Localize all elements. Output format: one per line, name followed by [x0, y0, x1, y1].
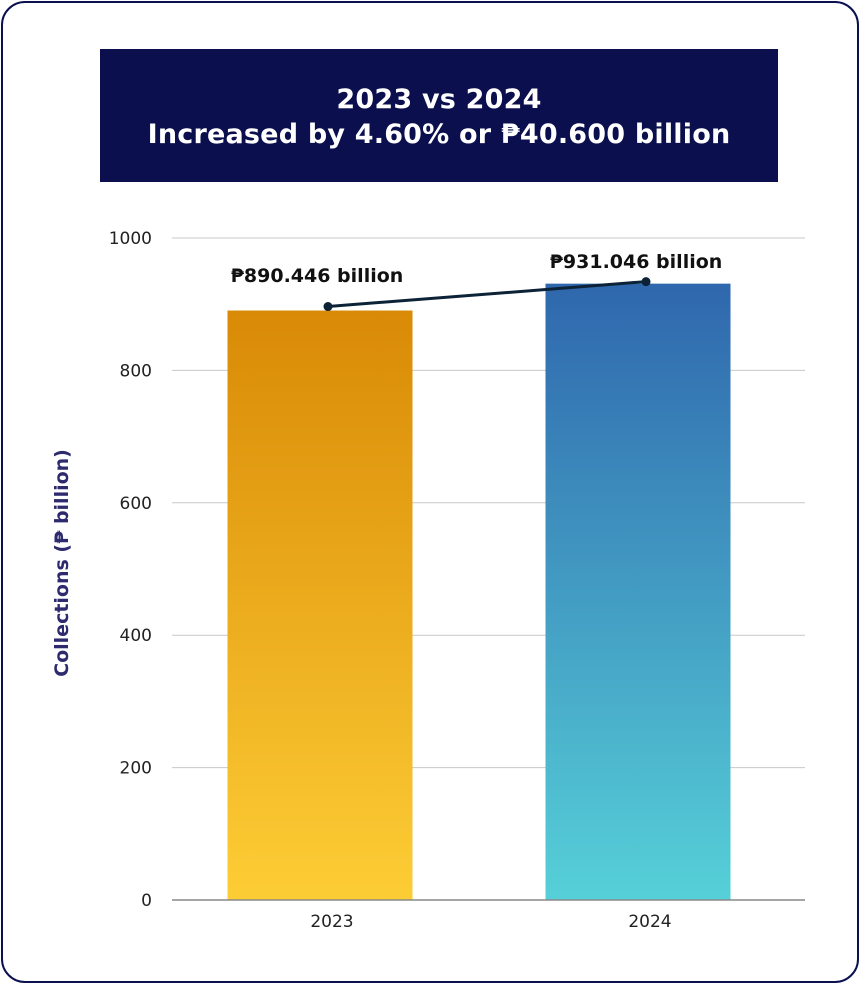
chart-title-banner: 2023 vs 2024 Increased by 4.60% or ₱40.6… [100, 49, 778, 182]
bar-2023 [227, 310, 413, 900]
x-tick-label: 2023 [310, 912, 353, 932]
x-axis-ticks: 2023 2024 [310, 912, 671, 932]
trend-point [323, 302, 333, 312]
y-axis-title: Collections (₱ billion) [51, 449, 73, 677]
data-label-2024: ₱931.046 billion [550, 251, 723, 273]
y-tick-label: 200 [120, 759, 152, 779]
y-tick-label: 800 [120, 361, 152, 381]
trend-line [327, 280, 647, 309]
bar-2024 [545, 283, 731, 900]
y-tick-label: 0 [141, 891, 152, 911]
y-tick-label: 400 [120, 626, 152, 646]
x-tick-label: 2024 [628, 912, 671, 932]
chart-title: 2023 vs 2024 [336, 84, 542, 115]
trend-line-group [323, 277, 651, 312]
data-labels: ₱890.446 billion ₱931.046 billion [231, 251, 723, 287]
trend-point [641, 277, 651, 287]
y-tick-label: 1000 [109, 229, 152, 249]
y-axis-ticks: 0 200 400 600 800 1000 [109, 229, 152, 911]
bars [227, 283, 731, 900]
data-label-2023: ₱890.446 billion [231, 265, 404, 287]
chart-subtitle: Increased by 4.60% or ₱40.600 billion [147, 119, 731, 150]
y-tick-label: 600 [120, 494, 152, 514]
